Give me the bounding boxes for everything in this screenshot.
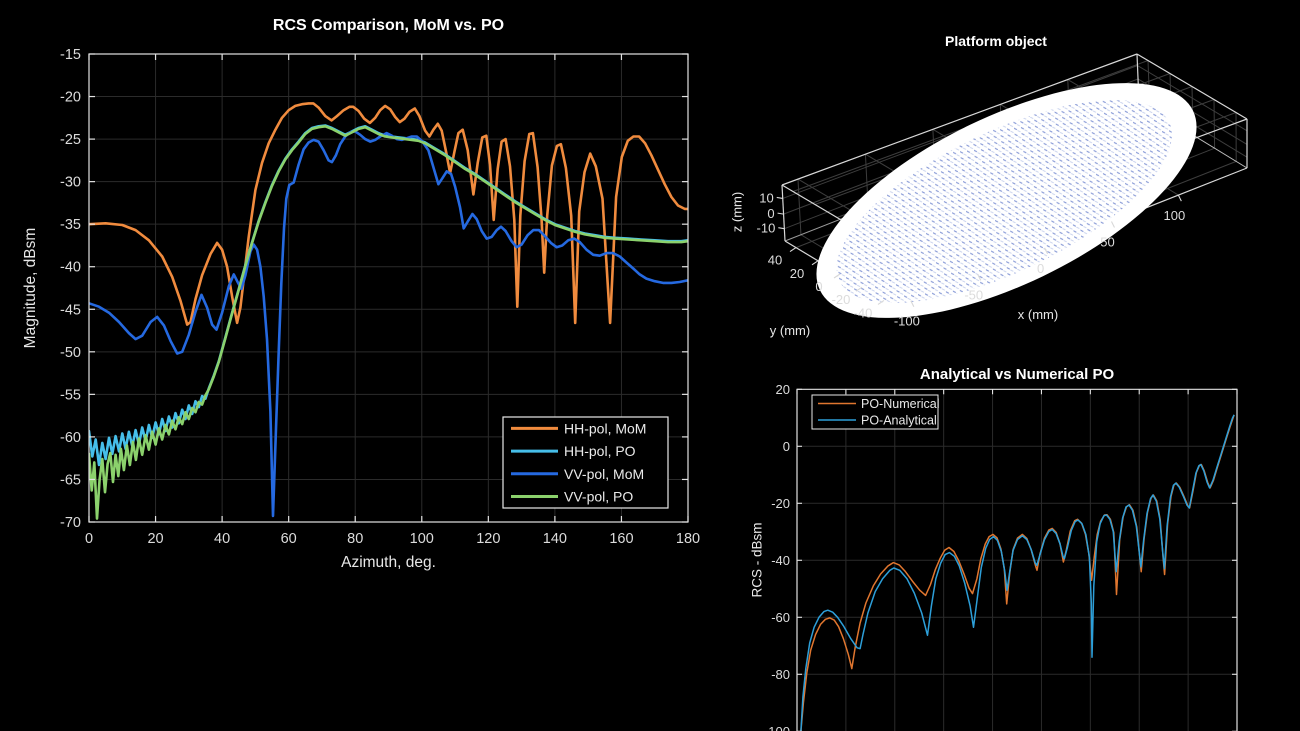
rcs-axes-box	[88, 53, 689, 523]
z-tick-label: 10	[759, 190, 773, 205]
y-tick-mark	[877, 299, 885, 305]
legend-entry-po-analytical[interactable]: PO-Analytical	[818, 414, 937, 428]
legend-label: HH-pol, PO	[564, 443, 636, 459]
x-tick-label: 20	[147, 531, 163, 547]
x-tick-label: 0	[85, 531, 93, 547]
grid3d-y	[1213, 99, 1216, 149]
x-tick-mark	[1177, 194, 1182, 202]
series-line-vv-pol-mom	[89, 130, 688, 518]
y-tick-mark	[855, 286, 863, 292]
y-tick-label: -50	[60, 345, 81, 361]
rcs-plot-area[interactable]	[89, 54, 688, 522]
po-chart-title: Analytical vs Numerical PO	[919, 366, 1115, 383]
y-tick-label: -25	[60, 132, 81, 148]
z-tick-mark	[777, 212, 784, 215]
po-legend[interactable]: PO-Numerical PO-Analytical	[811, 394, 940, 430]
x-tick-mark	[1044, 247, 1049, 255]
rcs-x-axis-label: Azimuth, deg.	[341, 554, 436, 571]
y-tick-mark	[789, 247, 797, 253]
x-tick-label: 180	[676, 531, 700, 547]
y-tick-label: -55	[60, 387, 81, 403]
x-tick-label: 60	[281, 531, 297, 547]
y-tick-label: -20	[832, 292, 851, 307]
y-tick-label: -80	[771, 667, 790, 682]
y-tick-label: -45	[60, 302, 81, 318]
y-tick-label: 0	[783, 439, 790, 454]
x-tick-label: 160	[609, 531, 633, 547]
y-tick-label: -30	[60, 175, 81, 191]
rcs-chart-title: RCS Comparison, MoM vs. PO	[272, 17, 505, 34]
platform-y-axis-label: y (mm)	[769, 323, 811, 338]
z-tick-mark	[778, 227, 785, 230]
y-tick-label: 40	[768, 253, 782, 268]
y-tick-label: -15	[60, 47, 81, 63]
y-tick-label: -60	[60, 430, 81, 446]
x-tick-mark	[910, 300, 915, 307]
legend-entry-vv-pol-po[interactable]: VV-pol, PO	[511, 489, 633, 505]
y-tick-label: -20	[771, 496, 790, 511]
y-tick-label: -40	[854, 305, 873, 320]
z-tick-label: -10	[757, 221, 776, 236]
y-tick-label: 0	[815, 279, 822, 294]
platform-z-axis-label: z (mm)	[729, 191, 745, 233]
x-tick-label: 40	[214, 531, 230, 547]
y-tick-mark	[811, 260, 819, 266]
platform-plot-title: Platform object	[945, 33, 1047, 49]
platform-ellipsoid	[816, 83, 1197, 318]
z-tick-label: 0	[767, 206, 774, 221]
series-line-vv-pol-po	[89, 125, 688, 520]
rcs-y-axis-label: Magnitude, dBsm	[22, 227, 39, 349]
legend-entry-po-numerical[interactable]: PO-Numerical	[818, 397, 940, 411]
x-tick-label: 100	[1164, 208, 1186, 223]
y-tick-label: -20	[60, 90, 81, 106]
platform-x-axis-label: x (mm)	[1017, 307, 1059, 322]
y-tick-label: -35	[60, 217, 81, 233]
x-tick-label: 120	[476, 531, 500, 547]
legend-entry-hh-pol-po[interactable]: HH-pol, PO	[511, 443, 636, 459]
series-line-hh-pol-mom	[89, 102, 688, 326]
y-tick-label: 20	[790, 266, 804, 281]
legend-label: VV-pol, PO	[564, 489, 633, 505]
x-tick-label: 0	[1037, 261, 1044, 276]
po-y-axis-label: RCS - dBsm	[749, 522, 765, 598]
legend-label: VV-pol, MoM	[564, 466, 644, 482]
z-tick-mark	[776, 196, 783, 199]
series-line-po-analytical	[800, 414, 1235, 731]
y-tick-label: -70	[60, 515, 81, 531]
y-tick-label: -60	[771, 610, 790, 625]
legend-box	[502, 416, 669, 509]
y-tick-label: 20	[776, 382, 790, 397]
y-tick-mark	[833, 273, 841, 279]
grid3d-x	[797, 179, 802, 235]
box-edge	[781, 53, 1138, 186]
y-tick-label: -100	[764, 724, 790, 731]
x-tick-label: 140	[543, 531, 567, 547]
legend-label: PO-Analytical	[861, 414, 937, 428]
x-tick-label: -50	[964, 287, 983, 302]
legend-entry-vv-pol-mom[interactable]: VV-pol, MoM	[511, 466, 644, 482]
y-tick-label: -40	[771, 553, 790, 568]
x-tick-mark	[977, 274, 982, 281]
box-edge	[781, 184, 786, 242]
x-tick-label: 100	[410, 531, 434, 547]
box-edge	[1136, 53, 1248, 120]
legend-label: PO-Numerical	[861, 397, 940, 411]
x-tick-label: 50	[1100, 235, 1114, 250]
legend-label: HH-pol, MoM	[564, 420, 646, 436]
y-tick-label: -65	[60, 472, 81, 488]
legend-entry-hh-pol-mom[interactable]: HH-pol, MoM	[511, 420, 646, 436]
x-tick-label: 80	[347, 531, 363, 547]
y-tick-label: -40	[60, 260, 81, 276]
platform-mesh-points	[836, 100, 1172, 303]
x-tick-label: -100	[894, 314, 920, 329]
rcs-legend[interactable]: HH-pol, MoM HH-pol, PO VV-pol, MoM VV-pol, …	[502, 416, 669, 509]
x-tick-mark	[1110, 221, 1115, 228]
series-line-po-numerical	[800, 414, 1235, 731]
legend-box	[811, 394, 939, 430]
